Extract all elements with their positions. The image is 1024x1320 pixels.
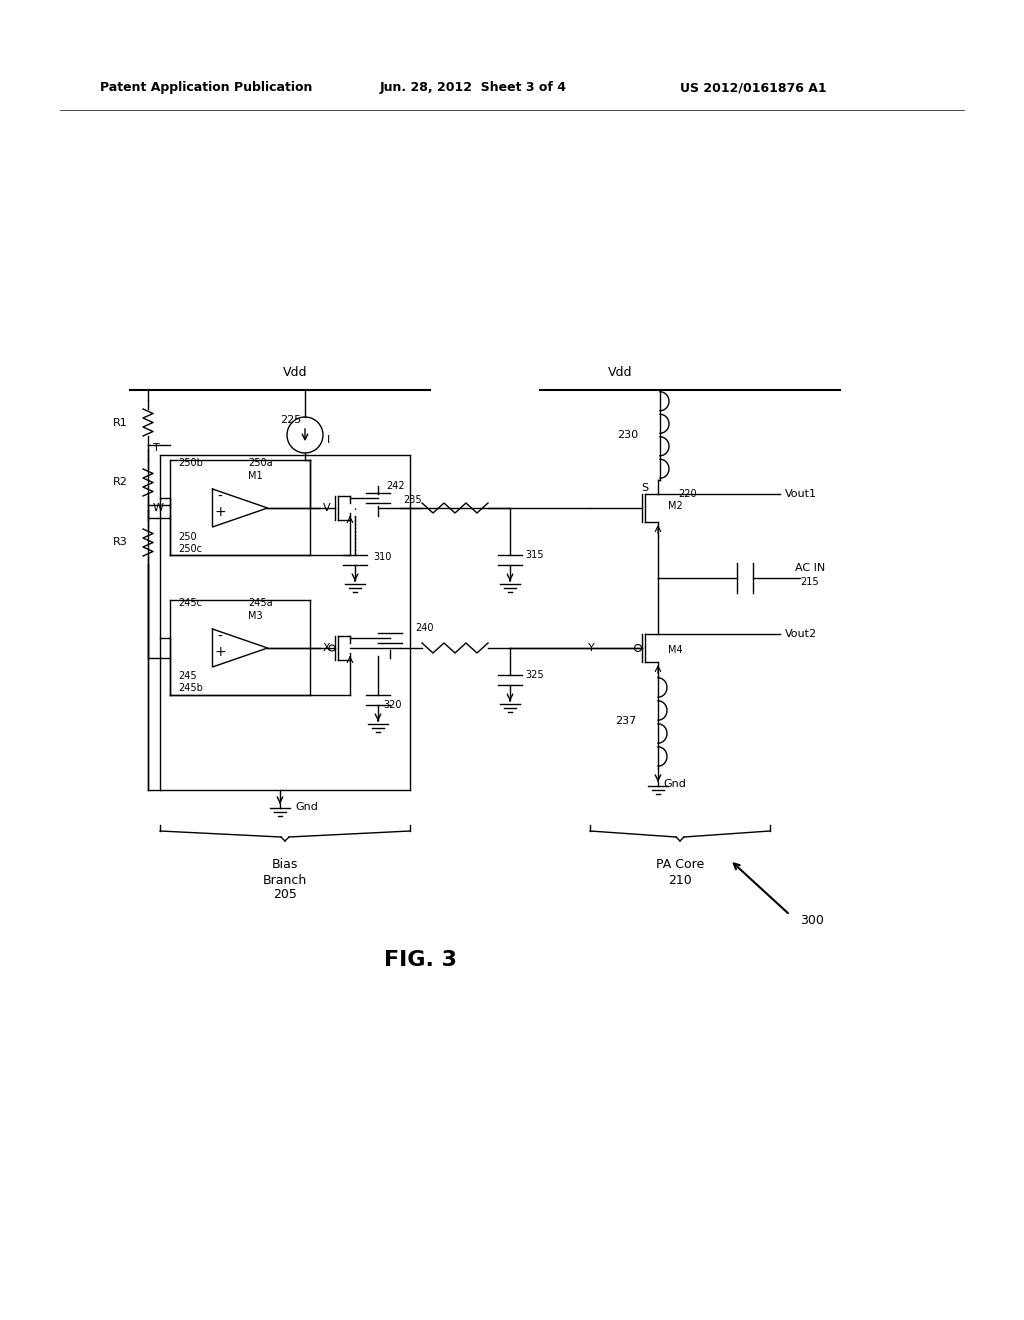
- Text: Vout2: Vout2: [785, 630, 817, 639]
- Text: R1: R1: [114, 418, 128, 428]
- Text: R3: R3: [114, 537, 128, 546]
- Text: FIG. 3: FIG. 3: [384, 950, 457, 970]
- Text: V: V: [323, 503, 331, 513]
- Text: Bias: Bias: [271, 858, 298, 871]
- Text: I: I: [327, 436, 331, 445]
- Text: M1: M1: [248, 471, 262, 480]
- Text: W: W: [153, 503, 164, 513]
- Text: Jun. 28, 2012  Sheet 3 of 4: Jun. 28, 2012 Sheet 3 of 4: [380, 82, 567, 95]
- Text: 250: 250: [178, 532, 197, 543]
- Text: Gnd: Gnd: [295, 803, 317, 812]
- Text: M4: M4: [668, 645, 683, 655]
- Text: 325: 325: [525, 671, 544, 680]
- Text: 215: 215: [800, 577, 818, 587]
- Text: X: X: [323, 643, 331, 653]
- Text: -: -: [217, 630, 222, 644]
- Text: M3: M3: [248, 611, 262, 620]
- Text: R2: R2: [113, 477, 128, 487]
- Text: AC IN: AC IN: [795, 564, 825, 573]
- Text: 225: 225: [280, 414, 301, 425]
- Text: +: +: [214, 645, 226, 659]
- Text: T: T: [153, 444, 160, 453]
- Text: 315: 315: [525, 550, 544, 560]
- Text: 300: 300: [800, 913, 824, 927]
- Text: US 2012/0161876 A1: US 2012/0161876 A1: [680, 82, 826, 95]
- Text: 245b: 245b: [178, 682, 203, 693]
- Text: 220: 220: [678, 488, 696, 499]
- Text: 245a: 245a: [248, 598, 272, 609]
- Text: M2: M2: [668, 502, 683, 511]
- Text: S: S: [641, 483, 648, 492]
- Text: 240: 240: [416, 623, 434, 634]
- Text: Branch: Branch: [263, 874, 307, 887]
- Text: 310: 310: [373, 552, 391, 562]
- Text: 250a: 250a: [248, 458, 272, 469]
- Text: 235: 235: [403, 495, 422, 506]
- Text: 237: 237: [614, 715, 636, 726]
- Text: PA Core: PA Core: [656, 858, 705, 871]
- Text: -: -: [217, 490, 222, 504]
- Text: 210: 210: [668, 874, 692, 887]
- Text: +: +: [214, 506, 226, 519]
- Text: 242: 242: [387, 480, 406, 491]
- Text: Patent Application Publication: Patent Application Publication: [100, 82, 312, 95]
- Text: Vout1: Vout1: [785, 488, 817, 499]
- Text: Gnd: Gnd: [663, 779, 686, 789]
- Text: Vdd: Vdd: [283, 367, 307, 380]
- Text: 250b: 250b: [178, 458, 203, 469]
- Text: 230: 230: [616, 430, 638, 440]
- Text: 320: 320: [383, 700, 401, 710]
- Text: Vdd: Vdd: [608, 367, 632, 380]
- Text: 250c: 250c: [178, 544, 202, 554]
- Text: 245: 245: [178, 671, 197, 681]
- Text: 245c: 245c: [178, 598, 202, 609]
- Text: 205: 205: [273, 888, 297, 902]
- Text: Y: Y: [588, 643, 595, 653]
